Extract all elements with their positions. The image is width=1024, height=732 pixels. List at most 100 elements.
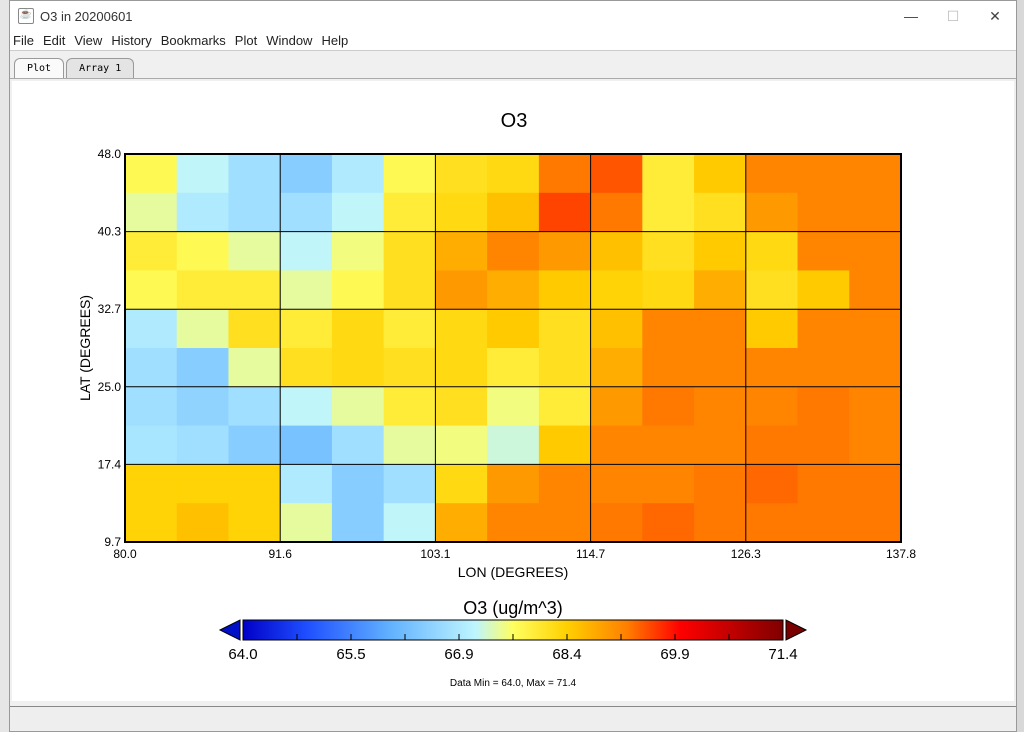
heatmap-cell: [435, 464, 488, 504]
colorbar-ticks: 64.0 65.5 66.9 68.4 69.9 71.4: [228, 634, 798, 663]
heatmap-cell: [176, 464, 229, 504]
heatmap-cell: [383, 154, 436, 194]
heatmap-cell: [331, 348, 385, 388]
heatmap-cell: [797, 309, 850, 349]
window-title: O3 in 20200601: [40, 8, 133, 24]
menu-bar: File Edit View History Bookmarks Plot Wi…: [10, 31, 1016, 51]
heatmap-cell: [745, 154, 799, 194]
menu-help[interactable]: Help: [321, 33, 349, 48]
heatmap-cell: [694, 270, 747, 310]
heatmap-cell: [435, 154, 488, 194]
heatmap-cell: [331, 386, 385, 427]
heatmap-cell: [331, 154, 385, 194]
heatmap-cell: [538, 503, 592, 543]
menu-plot[interactable]: Plot: [234, 33, 258, 48]
heatmap-cell: [383, 231, 436, 271]
heatmap-cell: [590, 231, 643, 271]
heatmap-cell: [849, 192, 902, 233]
heatmap-cell: [383, 386, 436, 427]
heatmap-cell: [228, 348, 281, 388]
menu-edit[interactable]: Edit: [42, 33, 66, 48]
heatmap-cell: [331, 270, 385, 310]
heatmap-cell: [849, 425, 902, 465]
heatmap-cell: [745, 309, 799, 349]
heatmap-cell: [228, 231, 281, 271]
heatmap-cell: [228, 386, 281, 427]
colorbar-tick-label: 71.4: [768, 646, 797, 663]
maximize-button[interactable]: ☐: [946, 7, 960, 24]
background-window: [0, 0, 10, 732]
java-icon: ☕: [18, 8, 34, 24]
heatmap-cell: [487, 309, 540, 349]
heatmap-cell: [797, 231, 850, 271]
heatmap-cell: [125, 464, 178, 504]
heatmap-cell: [797, 348, 850, 388]
heatmap-cell: [435, 309, 488, 349]
heatmap-cell: [435, 231, 488, 271]
heatmap-cell: [642, 348, 695, 388]
heatmap-cell: [487, 503, 540, 543]
plot-frame: [124, 153, 902, 543]
y-tick-label: 48.0: [98, 147, 122, 161]
heatmap-cell: [745, 425, 799, 465]
menu-file[interactable]: File: [13, 33, 34, 48]
tab-plot[interactable]: Plot: [14, 58, 65, 78]
colorbar-min-arrow: [218, 619, 241, 641]
heatmap-cell: [125, 270, 178, 310]
heatmap-cell: [590, 348, 643, 388]
heatmap-cell: [383, 464, 436, 504]
heatmap-cell: [642, 309, 695, 349]
menu-view[interactable]: View: [74, 33, 103, 48]
colorbar-tick-label: 68.4: [552, 646, 581, 663]
colorbar-title: O3 (ug/m^3): [463, 598, 562, 618]
heatmap-cell: [280, 270, 333, 310]
heatmap-cell: [125, 348, 178, 388]
menu-bookmarks[interactable]: Bookmarks: [160, 33, 226, 48]
heatmap-cell: [228, 270, 281, 310]
heatmap-cell: [125, 386, 178, 427]
heatmap-cell: [694, 464, 747, 504]
heatmap-cell: [176, 348, 229, 388]
heatmap-cell: [849, 348, 902, 388]
heatmap-cell: [538, 270, 592, 310]
y-tick-label: 9.7: [104, 535, 121, 549]
heatmap-cell: [125, 231, 178, 271]
heatmap-cell: [694, 231, 747, 271]
heatmap-cell: [228, 309, 281, 349]
heatmap-cell: [797, 425, 850, 465]
heatmap-cell: [538, 348, 592, 388]
heatmap-cell: [176, 503, 229, 543]
heatmap-cell: [383, 192, 436, 233]
colorbar-tick-label: 66.9: [444, 646, 473, 663]
heatmap-cell: [797, 270, 850, 310]
heatmap-cell: [176, 425, 229, 465]
heatmap-cell: [694, 192, 747, 233]
tab-array-1[interactable]: Array 1: [66, 58, 135, 78]
heatmap-cell: [228, 464, 281, 504]
heatmap-cell: [331, 425, 385, 465]
heatmap-cell: [487, 154, 540, 194]
heatmap-cell: [590, 503, 643, 543]
heatmap-cell: [487, 386, 540, 427]
heatmap-cell: [849, 386, 902, 427]
x-tick-label: 137.8: [886, 547, 916, 561]
menu-window[interactable]: Window: [266, 33, 313, 48]
heatmap-cell: [331, 464, 385, 504]
heatmap-cell: [280, 154, 333, 194]
minimize-button[interactable]: —: [904, 7, 918, 24]
heatmap-cell: [797, 503, 850, 543]
heatmap-cell: [694, 386, 747, 427]
menu-history[interactable]: History: [111, 33, 152, 48]
heatmap-cell: [228, 154, 281, 194]
heatmap-cell: [538, 192, 592, 233]
heatmap-cell: [849, 309, 902, 349]
colorbar-tick-label: 64.0: [228, 646, 257, 663]
heatmap-cell: [694, 154, 747, 194]
heatmap-cell: [228, 192, 281, 233]
heatmap-cell: [228, 503, 281, 543]
heatmap-cell: [331, 231, 385, 271]
x-tick-label: 126.3: [731, 547, 761, 561]
x-tick-label: 114.7: [576, 547, 605, 561]
heatmap-cell: [487, 348, 540, 388]
close-button[interactable]: ✕: [989, 7, 1001, 24]
